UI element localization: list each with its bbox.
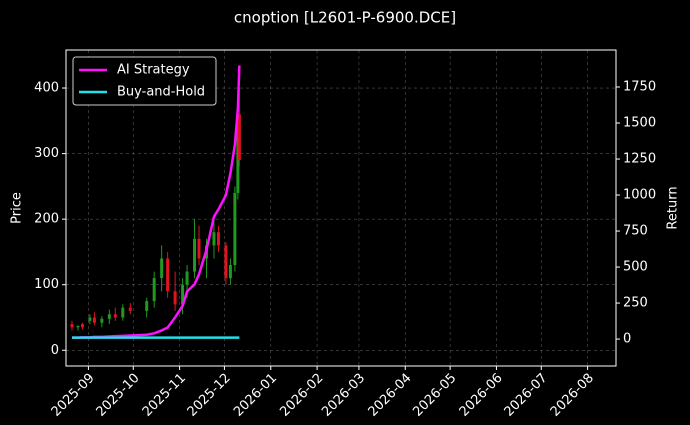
x-tick-label: 2025-11 — [140, 371, 189, 420]
candle-body — [193, 238, 197, 272]
candle-body — [100, 318, 104, 323]
candle-body — [145, 301, 149, 311]
candle-body — [237, 114, 241, 161]
candle-body — [76, 326, 80, 328]
candle-body — [107, 314, 111, 319]
y2-tick-label: 500 — [623, 260, 648, 275]
candle-body — [121, 307, 125, 318]
candle-body — [88, 317, 92, 321]
candle-body — [128, 307, 132, 311]
y-tick-label: 0 — [51, 343, 59, 358]
x-tick-label: 2026-04 — [366, 371, 415, 420]
candle-body — [173, 291, 177, 305]
y2-tick-label: 1000 — [623, 188, 656, 203]
candle-body — [92, 317, 96, 323]
legend-label: AI Strategy — [117, 63, 190, 78]
candle-body — [216, 232, 220, 246]
x-tick-label: 2025-12 — [185, 371, 234, 420]
candle-body — [70, 324, 74, 328]
y-axis-label: Price — [10, 192, 25, 224]
candle-body — [181, 284, 185, 305]
y2-tick-label: 1750 — [623, 80, 656, 95]
candle-body — [212, 232, 216, 246]
candle-body — [160, 258, 164, 279]
y2-tick-label: 1250 — [623, 152, 656, 167]
y2-tick-label: 0 — [623, 332, 631, 347]
candle-body — [233, 192, 237, 266]
plot-frame — [65, 49, 617, 367]
x-tick-label: 2026-08 — [548, 371, 597, 420]
x-tick-label: 2025-09 — [49, 371, 98, 420]
y-tick-label: 100 — [34, 277, 59, 292]
candle-body — [224, 245, 228, 279]
y2-axis-label: Return — [666, 186, 681, 229]
candle-body — [185, 271, 189, 285]
x-tick-label: 2026-07 — [502, 371, 551, 420]
x-tick-label: 2026-01 — [231, 371, 280, 420]
y2-tick-label: 750 — [623, 224, 648, 239]
candle-body — [228, 265, 232, 279]
candle-body — [197, 238, 201, 259]
candle-body — [166, 258, 170, 292]
y-tick-label: 400 — [34, 81, 59, 96]
x-tick-label: 2026-06 — [457, 371, 506, 420]
y2-tick-label: 250 — [623, 296, 648, 311]
y2-tick-label: 1500 — [623, 116, 656, 131]
legend: AI Strategy Buy-and-Hold — [72, 56, 217, 106]
legend-box — [72, 56, 217, 106]
x-tick-label: 2026-03 — [319, 371, 368, 420]
x-tick-label: 2026-02 — [277, 371, 326, 420]
candle-body — [152, 278, 156, 302]
candle-body — [80, 324, 84, 328]
y-tick-label: 200 — [34, 212, 59, 227]
candle-body — [113, 314, 117, 318]
y-tick-label: 300 — [34, 146, 59, 161]
chart-title: cnoption [L2601-P-6900.DCE] — [234, 9, 456, 27]
x-tick-label: 2025-10 — [94, 371, 143, 420]
legend-label: Buy-and-Hold — [117, 85, 205, 100]
x-tick-label: 2026-05 — [410, 371, 459, 420]
